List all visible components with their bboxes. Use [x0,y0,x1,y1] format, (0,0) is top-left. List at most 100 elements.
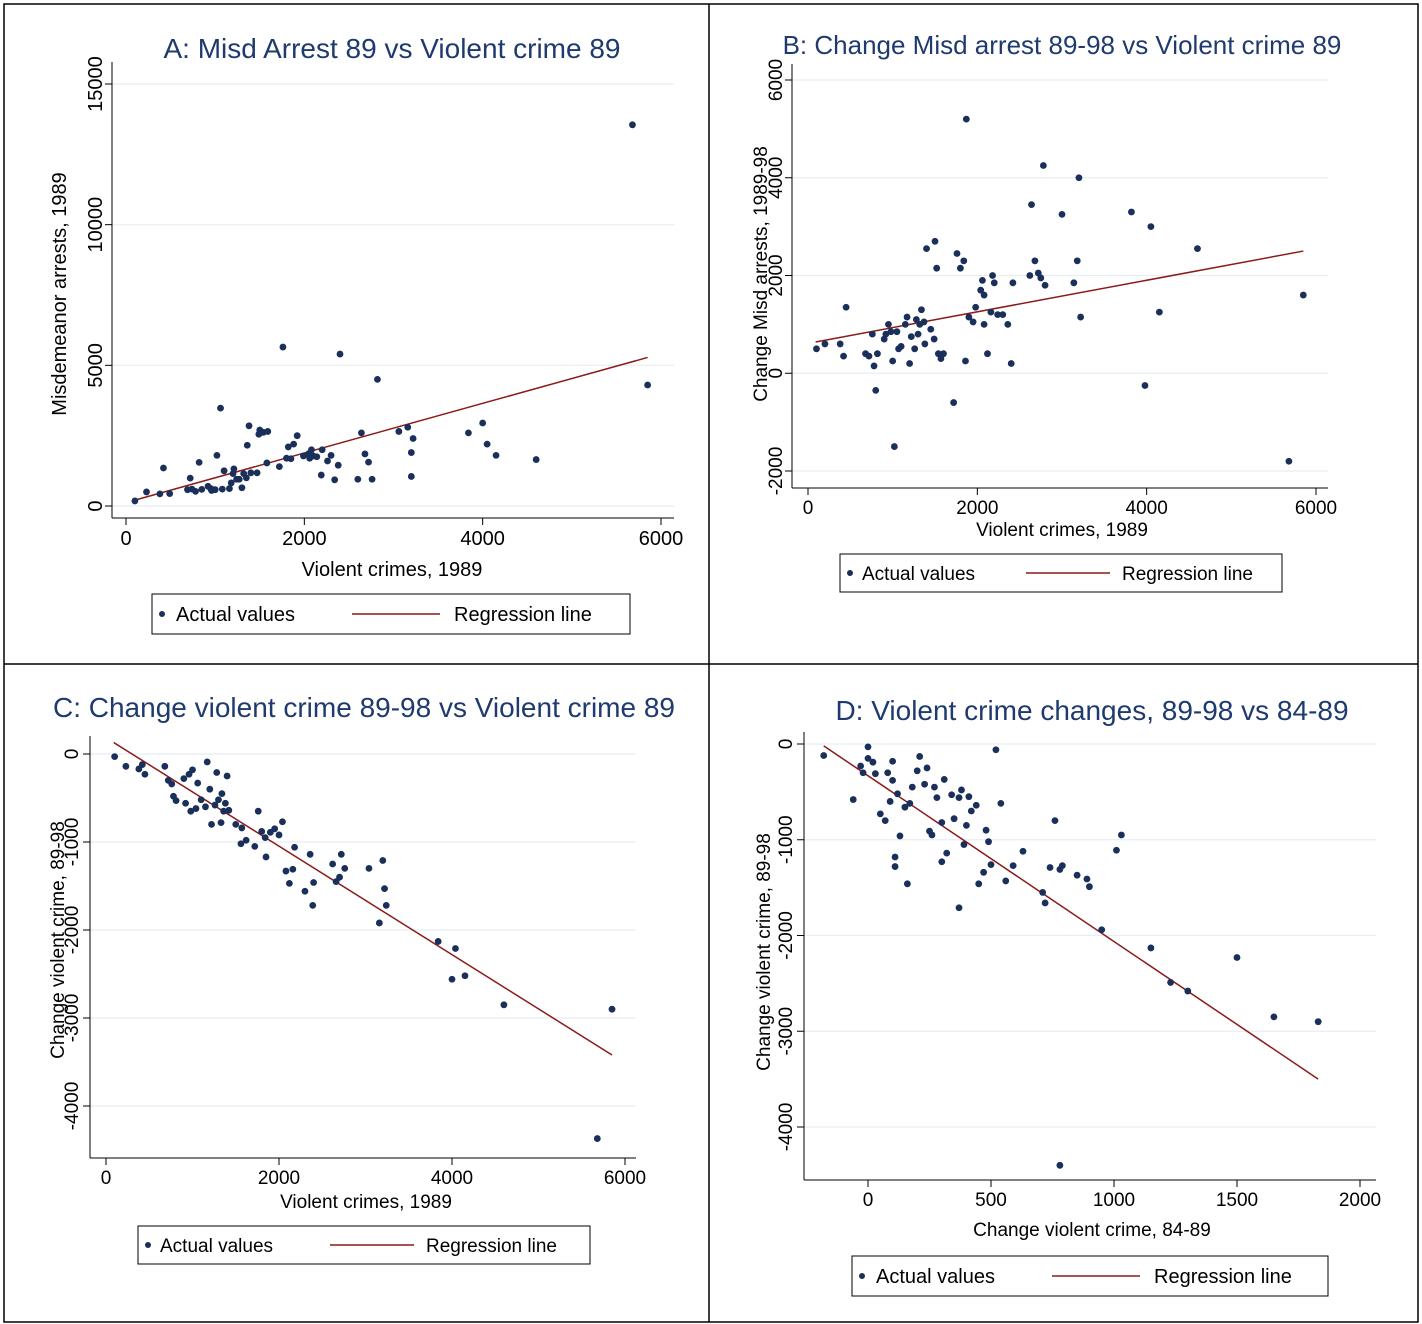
panel-c-data-point [271,825,279,833]
panel-c-x-tick-label: 4000 [431,1168,473,1189]
panel-c-legend-points-label: Actual values [160,1236,273,1257]
panel-b-data-point [980,320,988,328]
panel-c-data-point [194,779,202,787]
panel-d-data-point [881,817,889,824]
panel-b-data-point [969,318,977,326]
panel-a-legend-point-marker [159,611,165,617]
panel-c-legend-line-label: Regression line [426,1236,557,1257]
panel-b-data-point [1299,291,1307,299]
panel-c-data-point [261,834,269,841]
panel-d-data-point [1167,979,1174,986]
panel-d-data-point [928,831,936,839]
panel-c-data-point [221,799,229,807]
panel-c-data-point [500,1001,508,1009]
panel-d-data-point [1058,862,1066,870]
panel-a-data-point [242,474,250,482]
panel-b-data-point [984,350,991,358]
panel-d-data-point [896,832,904,840]
panel-c-data-point [329,860,337,868]
panel-a-data-point [245,422,253,430]
panel-b-title: B: Change Misd arrest 89-98 vs Violent c… [783,30,1342,60]
panel-d-data-point [908,783,916,791]
panel-c-data-point [213,769,221,776]
panel-a-data-point [284,443,292,451]
panel-a-x-tick-label: 4000 [460,528,505,550]
panel-c-data-point [289,865,297,873]
panel-d-data-point [903,880,911,888]
panel-a-data-point [644,381,652,389]
panel-d-data-point [1314,1018,1322,1026]
panel-b-data-point [1041,281,1049,289]
panel-c-data-point [309,901,317,909]
panel-d-data-point [1041,899,1049,907]
panel-b-data-point [921,340,929,348]
panel-b-legend-point-marker [847,570,853,576]
panel-d-data-point [1083,875,1091,883]
panel-d-data-point [1073,871,1081,879]
panel-b-data-point [840,352,847,360]
panel-b-data-point [1070,279,1078,287]
panel-b-data-point [953,250,961,257]
panel-b-data-point [813,345,820,353]
panel-b-ylabel: Change Misd arrests, 1989-98 [751,146,772,402]
panel-d-data-point [859,769,867,777]
panel-c-data-point [172,797,180,805]
panel-d-data-point [958,786,965,794]
panel-b-data-point [931,237,939,245]
panel-d-data-point [864,754,872,762]
panel-c-x-tick-label: 2000 [258,1168,300,1189]
panel-c-title: C: Change violent crime 89-98 vs Violent… [53,692,675,723]
panel-a-data-point [217,404,224,412]
panel-d-data-point [943,849,951,857]
panel-d-data-point [931,783,938,791]
panel-d-data-point [884,769,892,777]
panel-a-data-point [238,484,246,492]
panel-b-data-point [903,313,911,321]
panel-a-y-tick-label: 15000 [85,56,107,112]
panel-d-data-point [1086,883,1093,891]
panel-c-data-point [282,867,290,875]
panel-d-data-point [889,776,896,784]
panel-d-data-point [871,770,879,778]
panel-c-data-point [254,807,262,815]
panel-c-data-point [379,857,387,864]
panel-c-data-point [220,807,228,815]
panel-a-y-tick-label: 10000 [85,197,107,253]
panel-b-data-point [1058,211,1066,218]
panel-a-data-point [374,376,381,383]
panel-d-data-point [913,767,921,775]
panel-d-data-point [857,762,865,770]
panel-a-data-point [407,449,415,456]
panel-a-x-tick-label: 6000 [639,528,684,550]
panel-b-data-point [890,443,898,450]
panel-b-data-point [977,286,985,294]
panel-b-data-point [821,340,829,348]
panel-c-data-point [187,807,195,815]
panel-a-title: A: Misd Arrest 89 vs Violent crime 89 [164,33,621,64]
panel-a-data-point [365,458,372,466]
panel-d-data-point [891,853,899,861]
panel-a-data-point [492,451,500,459]
panel-b-data-point [960,257,968,265]
panel-b: B: Change Misd arrest 89-98 vs Violent c… [751,30,1342,593]
panel-a-data-point [198,486,206,493]
figure-frame [3,3,1419,1323]
panel-d-x-tick-label: 0 [863,1190,874,1211]
panel-b-data-point [1077,313,1085,321]
panel-c-legend: Actual values Regression line [137,1225,591,1265]
panel-a-data-point [324,457,331,465]
panel-b-data-point [990,279,998,287]
panel-a-x-tick-label: 0 [120,528,131,550]
panel-b-data-point [907,333,915,340]
panel-b-data-point [930,335,938,343]
panel-c-data-point [202,803,209,811]
panel-c-y-tick-label: -3000 [62,994,83,1043]
panel-d-data-point [955,794,963,802]
panel-d-data-point [1056,1161,1064,1169]
panel-a-ylabel: Misdemeanor arrests, 1989 [49,172,71,415]
panel-c-data-point [238,824,246,832]
panel-d-data-point [886,798,894,805]
panel-c-data-point [275,831,283,839]
panel-d-data-point [982,826,990,834]
